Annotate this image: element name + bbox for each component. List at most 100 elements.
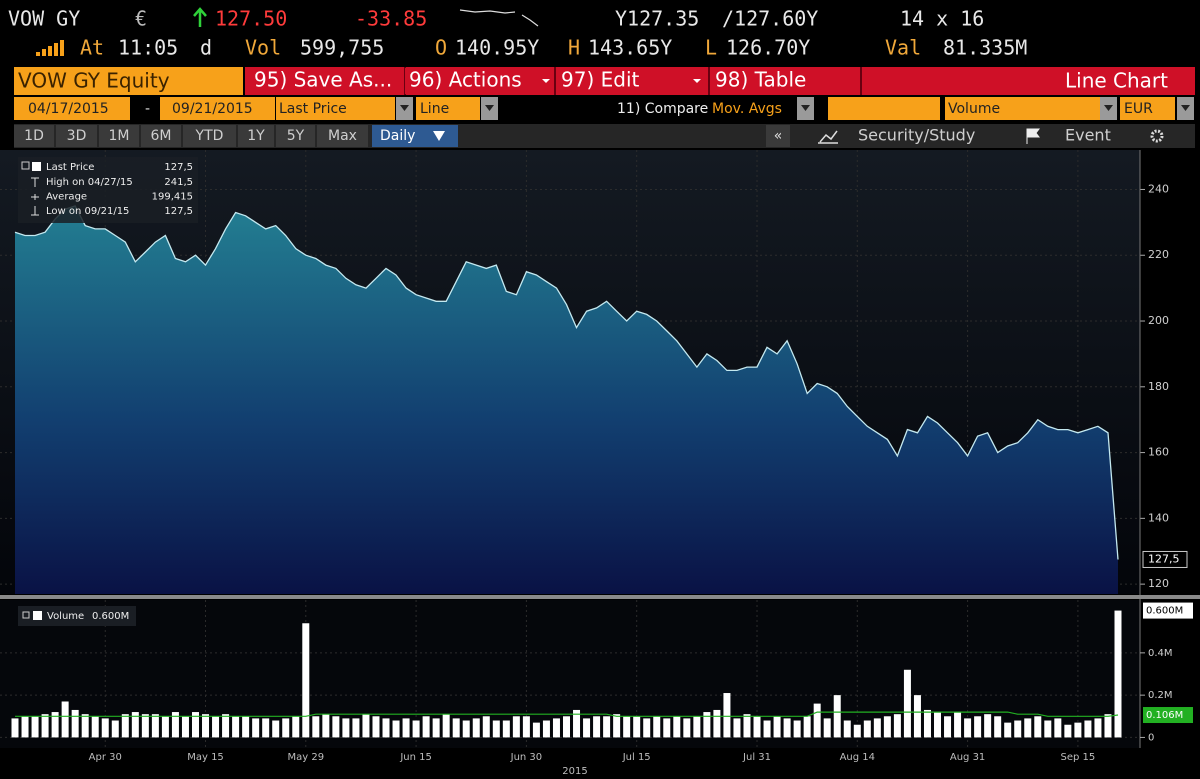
volume-bar xyxy=(242,716,250,738)
volume-bar xyxy=(593,716,601,738)
study-icon xyxy=(818,130,838,144)
last-price-tag xyxy=(1142,550,1188,568)
x-tick-label: Aug 31 xyxy=(950,752,985,763)
menu-button[interactable] xyxy=(250,68,405,94)
volume-bar xyxy=(723,693,731,738)
input-field[interactable] xyxy=(1120,97,1175,120)
volume-bar xyxy=(923,709,931,738)
period-button[interactable] xyxy=(99,125,139,147)
legend-icon xyxy=(31,206,39,216)
volume-bar xyxy=(422,716,430,738)
collapse-button[interactable] xyxy=(766,125,790,147)
end-date: 09/21/2015 xyxy=(172,101,253,117)
legend-value: 241,5 xyxy=(164,177,193,188)
volume-bar xyxy=(693,716,701,738)
menu-button[interactable] xyxy=(405,68,555,94)
volume-bar xyxy=(212,716,220,738)
volume-bar xyxy=(482,716,490,738)
ma-last-label: 0.106M xyxy=(1146,710,1183,721)
input-field[interactable] xyxy=(276,97,395,120)
period-button[interactable] xyxy=(56,125,97,147)
y-tick-label: 220 xyxy=(1148,248,1169,261)
volume-last-label: 0.600M xyxy=(1146,606,1183,617)
volume-bar xyxy=(462,720,470,738)
volume-bar xyxy=(613,714,621,738)
legend-value: 127,5 xyxy=(164,206,193,217)
volume-bar xyxy=(352,718,360,738)
volume-bar xyxy=(442,714,450,738)
input-field[interactable] xyxy=(14,97,130,120)
period-button[interactable] xyxy=(238,125,274,147)
period-button[interactable] xyxy=(183,125,236,147)
volume-bar xyxy=(573,709,581,738)
volume-bar xyxy=(1074,722,1082,738)
last-price-label: 127,5 xyxy=(1148,552,1180,565)
volume-bar xyxy=(181,716,189,738)
period-button[interactable] xyxy=(276,125,315,147)
input-field[interactable] xyxy=(416,97,480,120)
volume-bar xyxy=(944,716,952,738)
period-button[interactable] xyxy=(317,125,368,147)
volume-bar xyxy=(131,712,139,738)
volume-bar xyxy=(643,718,651,738)
volume-bar xyxy=(1054,718,1062,738)
volume-bar xyxy=(522,716,530,738)
menu-button-label: 98) Table xyxy=(715,68,806,92)
volume-bar xyxy=(1114,610,1122,738)
x-tick-label: May 29 xyxy=(288,752,325,763)
period-label: 6M xyxy=(151,128,172,144)
legend-swatch xyxy=(33,611,42,620)
quote-field: H xyxy=(568,36,580,60)
period-label: 1Y xyxy=(247,128,265,144)
security-field[interactable] xyxy=(14,67,243,95)
input-field[interactable] xyxy=(160,97,275,120)
event-button[interactable]: Event xyxy=(1065,126,1111,145)
volume-bar xyxy=(1014,720,1022,738)
volume-bar xyxy=(171,712,179,738)
volume-bar xyxy=(853,724,861,738)
volume-bar xyxy=(21,716,29,738)
volume-bar xyxy=(191,712,199,738)
x-tick-label: Jun 15 xyxy=(399,752,432,763)
y-tick-label: 0.4M xyxy=(1148,648,1173,659)
legend-value: 199,415 xyxy=(152,192,193,203)
x-year-label: 2015 xyxy=(562,766,587,777)
legend-box xyxy=(18,157,198,223)
y-tick-label: 240 xyxy=(1148,182,1169,195)
y-tick-label: 0 xyxy=(1148,732,1154,743)
legend-value: 127,5 xyxy=(164,162,193,173)
frequency-label: Daily xyxy=(380,128,415,144)
quote-field: 81.335M xyxy=(943,36,1027,60)
dropdown-arrow xyxy=(1181,105,1190,111)
volume-bar xyxy=(833,695,841,738)
quote-field: d xyxy=(200,36,212,60)
menu-button[interactable] xyxy=(557,68,709,94)
legend-box xyxy=(18,606,136,626)
flag-icon xyxy=(1026,128,1040,144)
study-button[interactable]: Security/Study xyxy=(858,126,975,145)
area-fill xyxy=(15,205,1118,594)
volume-bar xyxy=(733,718,741,738)
volume-bar xyxy=(332,716,340,738)
volume-bar xyxy=(502,720,510,738)
input-field[interactable] xyxy=(945,97,1100,120)
date-dash: - xyxy=(145,101,150,117)
quote-field: 140.95Y xyxy=(455,36,539,60)
volume-bar xyxy=(793,720,801,738)
menu-button[interactable] xyxy=(711,68,861,94)
quote-field: Val xyxy=(885,36,921,60)
volume-bar xyxy=(663,718,671,738)
period-button[interactable] xyxy=(141,125,181,147)
frequency-button[interactable] xyxy=(372,125,458,147)
volume-bar xyxy=(252,718,260,738)
quote-field: € xyxy=(135,7,147,31)
volume-bar xyxy=(873,718,881,738)
volume-bar xyxy=(492,720,500,738)
volume-bar xyxy=(743,714,751,738)
quote-field: 11:05 xyxy=(118,36,178,60)
input-field[interactable] xyxy=(828,97,940,120)
volume-bar xyxy=(81,714,89,738)
period-button[interactable] xyxy=(14,125,54,147)
x-tick-label: Jun 30 xyxy=(510,752,543,763)
volume-bar xyxy=(783,718,791,738)
